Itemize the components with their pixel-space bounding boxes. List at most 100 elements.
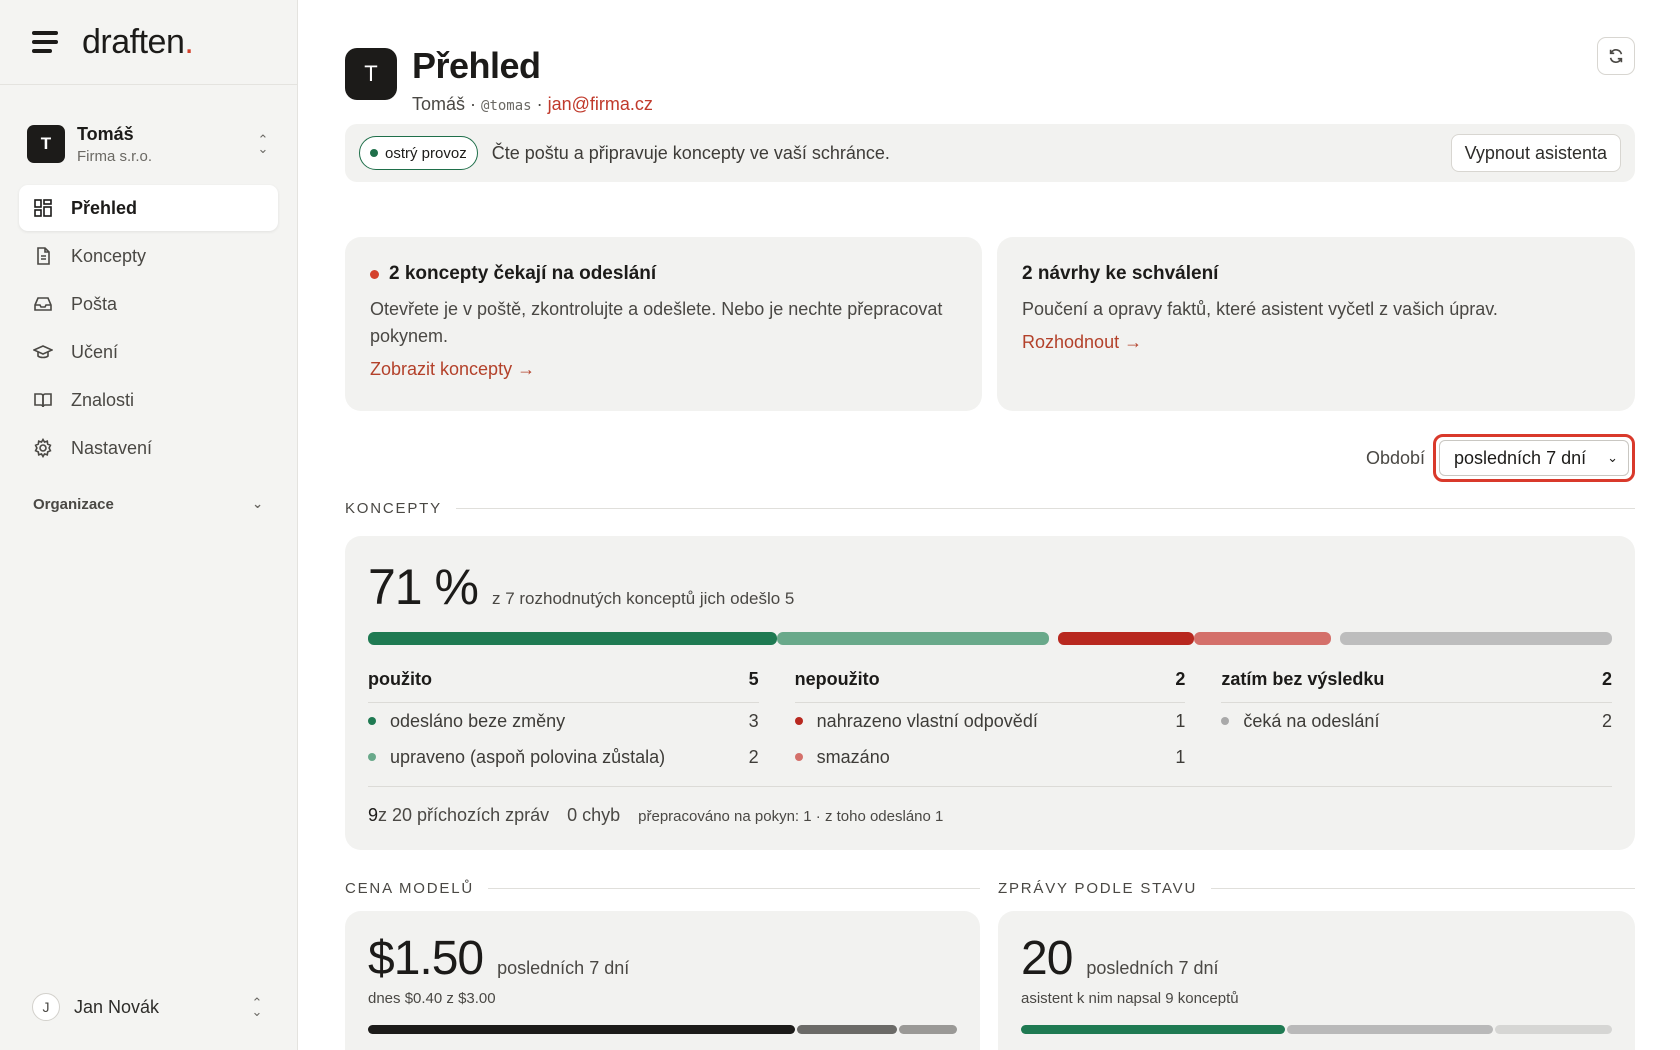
status-badge-label: ostrý provoz bbox=[385, 144, 467, 162]
avatar: J bbox=[32, 993, 60, 1021]
reworked-info: přepracováno na pokyn: 1 · z toho odeslá… bbox=[638, 808, 944, 825]
breakdown-column-header: nepoužito 2 bbox=[794, 669, 1186, 703]
legend-dot-icon bbox=[794, 753, 803, 761]
breakdown-column: zatím bez výsledku 2 čeká na odeslání 2 bbox=[1221, 669, 1613, 775]
breakdown-row: odesláno beze změny 3 bbox=[368, 703, 759, 739]
row-value: 2 bbox=[748, 746, 759, 767]
logo[interactable]: draften. bbox=[82, 22, 194, 62]
book-icon bbox=[33, 390, 53, 410]
card-text: Otevřete je v poště, zkontrolujte a odeš… bbox=[370, 299, 943, 346]
brand-bar: draften. bbox=[0, 0, 297, 85]
sidebar-item-uceni[interactable]: Učení bbox=[19, 329, 278, 375]
disable-assistant-button[interactable]: Vypnout asistenta bbox=[1450, 134, 1621, 172]
period-select[interactable]: posledních 7 dní ⌄ bbox=[1439, 440, 1629, 476]
sidebar-item-nastaveni[interactable]: Nastavení bbox=[19, 425, 278, 471]
chevron-down-icon: ⌄ bbox=[252, 496, 263, 511]
breakdown-row: čeká na odeslání 2 bbox=[1221, 703, 1612, 739]
account-email[interactable]: jan@firma.cz bbox=[547, 94, 653, 114]
sidebar-item-posta[interactable]: Pošta bbox=[19, 281, 278, 327]
messages-status-bar bbox=[1021, 1025, 1612, 1034]
cost-today: dnes $0.40 z $3.00 bbox=[368, 990, 496, 1007]
status-badge: ostrý provoz bbox=[359, 136, 478, 170]
sidebar-item-prehled[interactable]: Přehled bbox=[19, 185, 278, 231]
refresh-icon bbox=[1609, 49, 1623, 63]
alert-dot-icon bbox=[370, 269, 379, 279]
messages-period: posledních 7 dní bbox=[1086, 958, 1219, 978]
account-line: Tomáš · @tomas · jan@firma.cz bbox=[412, 94, 653, 115]
row-label: upraveno (aspoň polovina zůstala) bbox=[390, 746, 666, 767]
breakdown-column: nepoužito 2 nahrazeno vlastní odpovědí 1 sma… bbox=[794, 669, 1186, 775]
bar-segment bbox=[797, 1025, 897, 1034]
sidebar-item-label: Učení bbox=[71, 341, 119, 362]
bar-segment bbox=[1494, 1025, 1612, 1034]
proposals-card: 2 návrhy ke schválení Poučení a opravy f… bbox=[997, 237, 1635, 411]
assistant-status-bar: ostrý provoz Čte poštu a připravuje konc… bbox=[345, 124, 1635, 182]
logo-text: draften bbox=[82, 22, 185, 61]
graduation-cap-icon bbox=[33, 342, 53, 362]
workspace-switcher[interactable]: T Tomáš Firma s.r.o. ⌃ ⌄ bbox=[0, 103, 297, 185]
period-filter: Období posledních 7 dní ⌄ bbox=[1366, 434, 1635, 482]
inbox-icon bbox=[33, 294, 53, 314]
column-title: zatím bez výsledku bbox=[1221, 669, 1385, 689]
concepts-progress-bar bbox=[368, 632, 1612, 645]
period-select-focus-ring: posledních 7 dní ⌄ bbox=[1433, 434, 1635, 482]
bar-segment bbox=[1339, 632, 1612, 645]
legend-dot-icon bbox=[368, 717, 376, 725]
show-drafts-link[interactable]: Zobrazit koncepty → bbox=[370, 359, 536, 379]
org-section-toggle[interactable]: Organizace ⌄ bbox=[0, 489, 297, 519]
breakdown-column-header: zatím bez výsledku 2 bbox=[1221, 669, 1613, 703]
legend-dot-icon bbox=[368, 753, 376, 761]
chevron-down-icon: ⌄ bbox=[1607, 450, 1618, 465]
concepts-percentage: 71 % bbox=[368, 559, 479, 615]
workspace-company: Firma s.r.o. bbox=[77, 147, 153, 165]
sidebar-item-label: Nastavení bbox=[71, 437, 153, 458]
account-name: Tomáš bbox=[412, 94, 466, 114]
column-title: nepoužito bbox=[794, 669, 880, 689]
breakdown-column: použito 5 odesláno beze změny 3 upraveno (as… bbox=[368, 669, 759, 775]
refresh-button[interactable] bbox=[1597, 37, 1635, 75]
concepts-description: z 7 rozhodnutých konceptů jich odešlo 5 bbox=[491, 589, 795, 608]
period-label: Období bbox=[1365, 447, 1425, 468]
cost-period: posledních 7 dní bbox=[497, 958, 630, 978]
sidebar-item-koncepty[interactable]: Koncepty bbox=[19, 233, 278, 279]
breakdown-row: upraveno (aspoň polovina zůstala) 2 bbox=[368, 739, 759, 775]
decide-link[interactable]: Rozhodnout → bbox=[1022, 332, 1143, 352]
section-heading-zpravy: ZPRÁVY PODLE STAVU bbox=[998, 880, 1635, 897]
cost-progress-bar bbox=[368, 1025, 957, 1034]
avatar: T bbox=[345, 48, 397, 100]
workspace-name: Tomáš bbox=[77, 123, 134, 144]
breakdown-row: smazáno 1 bbox=[794, 739, 1185, 775]
section-heading-koncepty: KONCEPTY bbox=[345, 500, 1635, 517]
messages-status-card: 20 posledních 7 dní asistent k nim napsa… bbox=[998, 911, 1635, 1050]
sidebar-item-label: Přehled bbox=[71, 197, 138, 218]
drafts-waiting-card: 2 koncepty čekají na odeslání Otevřete j… bbox=[345, 237, 982, 411]
column-title: použito bbox=[368, 669, 432, 689]
page-title: Přehled bbox=[412, 45, 541, 86]
legend-dot-icon bbox=[1221, 717, 1230, 725]
user-name: Jan Novák bbox=[74, 996, 160, 1017]
sidebar-item-znalosti[interactable]: Znalosti bbox=[19, 377, 278, 423]
chevron-updown-icon: ⌃ ⌄ bbox=[257, 132, 269, 156]
messages-sub: asistent k nim napsal 9 konceptů bbox=[1021, 990, 1239, 1007]
bar-segment bbox=[776, 632, 1050, 645]
sidebar-item-label: Pošta bbox=[71, 293, 118, 314]
sidebar-nav: Přehled Koncepty Pošta Učení Znalosti Na… bbox=[0, 185, 297, 471]
org-section-label: Organizace bbox=[33, 495, 114, 513]
status-text: Čte poštu a připravuje koncepty ve vaší … bbox=[491, 142, 890, 163]
separator: · bbox=[465, 94, 482, 114]
column-count: 2 bbox=[1175, 669, 1186, 689]
row-value: 3 bbox=[748, 710, 759, 731]
column-count: 5 bbox=[748, 669, 759, 689]
row-label: odesláno beze změny bbox=[390, 710, 566, 731]
concepts-breakdown: použito 5 odesláno beze změny 3 upraveno (as… bbox=[368, 669, 1613, 775]
messages-count: 20 bbox=[1021, 932, 1073, 985]
separator: · bbox=[531, 94, 548, 114]
menu-icon[interactable] bbox=[32, 31, 60, 53]
chevron-updown-icon: ⌃ ⌄ bbox=[251, 995, 263, 1019]
gear-icon bbox=[33, 438, 53, 458]
logo-dot: . bbox=[184, 22, 194, 61]
account-handle: @tomas bbox=[481, 98, 532, 114]
dashboard-icon bbox=[33, 198, 53, 218]
bar-segment bbox=[898, 1025, 957, 1034]
user-menu[interactable]: J Jan Novák ⌃ ⌄ bbox=[32, 990, 265, 1024]
